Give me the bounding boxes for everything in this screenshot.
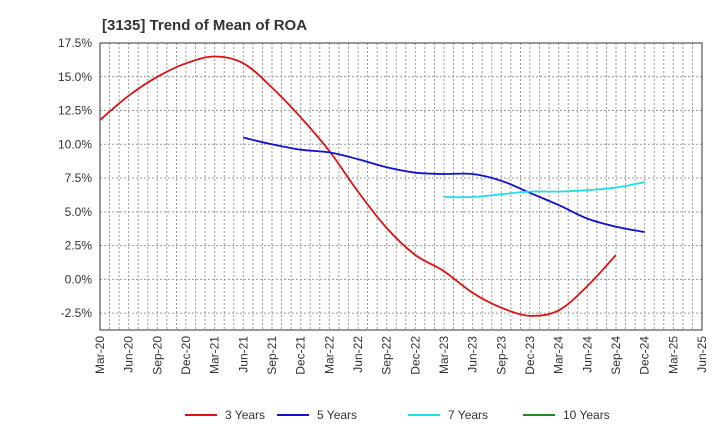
x-tick-label: Sep-23 — [494, 336, 508, 375]
x-tick-label: Mar-21 — [208, 336, 222, 374]
x-tick-label: Sep-20 — [150, 336, 164, 375]
plot-area: 17.5% 15.0% 12.5% 10.0% 7.5% 5.0% 2.5% 0.0% -2.5… — [58, 36, 709, 375]
y-tick-label: -2.5% — [61, 306, 93, 320]
x-tick-label: Dec-20 — [179, 336, 193, 375]
x-tick-label: Dec-22 — [408, 336, 422, 375]
y-tick-label: 10.0% — [58, 137, 92, 151]
legend: 3 Years 5 Years 7 Years 10 Years — [185, 408, 610, 422]
x-tick-label: Sep-24 — [609, 336, 623, 375]
y-tick-label: 17.5% — [58, 36, 92, 50]
x-tick-label: Dec-21 — [294, 336, 308, 375]
x-tick-label: Jun-23 — [466, 336, 480, 373]
series-line-3-years — [99, 55, 617, 317]
series-line-7-years — [443, 181, 645, 199]
series-line-5-years — [243, 136, 645, 233]
x-tick-label: Jun-25 — [695, 336, 709, 373]
x-tick-label: Jun-22 — [351, 336, 365, 373]
legend-label-3-years: 3 Years — [225, 408, 265, 422]
x-tick-label: Mar-20 — [93, 336, 107, 374]
chart-title: [3135] Trend of Mean of ROA — [102, 17, 307, 34]
plot-frame — [99, 42, 703, 331]
y-tick-label: 2.5% — [65, 239, 93, 253]
x-tick-label: Mar-25 — [666, 336, 680, 374]
x-tick-label: Jun-24 — [580, 336, 594, 373]
x-tick-label: Jun-21 — [236, 336, 250, 373]
x-tick-label: Dec-23 — [523, 336, 537, 375]
x-tick-label: Sep-22 — [380, 336, 394, 375]
x-tick-label: Mar-23 — [437, 336, 451, 374]
x-tick-label: Sep-21 — [265, 336, 279, 375]
legend-label-5-years: 5 Years — [317, 408, 357, 422]
x-tick-label: Dec-24 — [638, 336, 652, 375]
y-tick-label: 5.0% — [65, 205, 93, 219]
y-tick-label: 7.5% — [65, 171, 93, 185]
y-tick-label: 0.0% — [65, 272, 93, 286]
plot-background — [100, 43, 702, 330]
legend-label-10-years: 10 Years — [563, 408, 610, 422]
y-tick-label: 15.0% — [58, 70, 92, 84]
x-tick-label: Mar-24 — [552, 336, 566, 374]
x-tick-label: Mar-22 — [322, 336, 336, 374]
y-tick-label: 12.5% — [58, 104, 92, 118]
legend-label-7-years: 7 Years — [448, 408, 488, 422]
x-tick-label: Jun-20 — [122, 336, 136, 373]
